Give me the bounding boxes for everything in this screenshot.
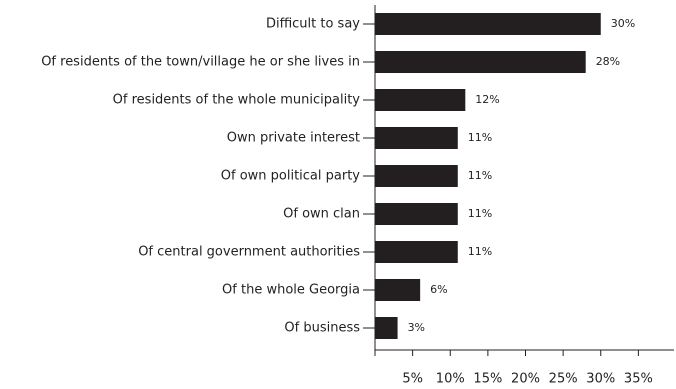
value-label: 6% xyxy=(430,283,447,296)
bar xyxy=(375,89,466,111)
bar xyxy=(375,165,458,187)
value-label: 11% xyxy=(468,207,492,220)
category-label: Of central government authorities xyxy=(138,245,360,260)
x-tick-label: 30% xyxy=(586,372,615,387)
value-label: 11% xyxy=(468,131,492,144)
bar xyxy=(375,13,601,35)
value-label: 30% xyxy=(611,17,635,30)
x-tick-label: 35% xyxy=(624,372,653,387)
x-tick-label: 15% xyxy=(473,372,502,387)
category-label: Of own political party xyxy=(221,169,361,184)
value-label: 11% xyxy=(468,245,492,258)
category-label: Own private interest xyxy=(227,131,360,146)
value-label: 11% xyxy=(468,169,492,182)
value-label: 28% xyxy=(596,55,620,68)
bar xyxy=(375,127,458,149)
category-label: Difficult to say xyxy=(266,17,360,32)
category-label: Of the whole Georgia xyxy=(222,283,360,298)
x-tick-label: 10% xyxy=(436,372,465,387)
bar xyxy=(375,51,586,73)
bar xyxy=(375,241,458,263)
bar xyxy=(375,203,458,225)
category-label: Of own clan xyxy=(283,207,360,222)
value-label: 12% xyxy=(475,93,499,106)
x-tick-label: 25% xyxy=(549,372,578,387)
category-label: Of residents of the whole municipality xyxy=(113,93,361,108)
value-label: 3% xyxy=(408,321,425,334)
category-label: Of residents of the town/village he or s… xyxy=(41,55,360,70)
bar xyxy=(375,317,398,339)
x-tick-label: 20% xyxy=(511,372,540,387)
bar xyxy=(375,279,421,301)
category-label: Of business xyxy=(284,321,360,336)
x-tick-label: 5% xyxy=(402,372,423,387)
